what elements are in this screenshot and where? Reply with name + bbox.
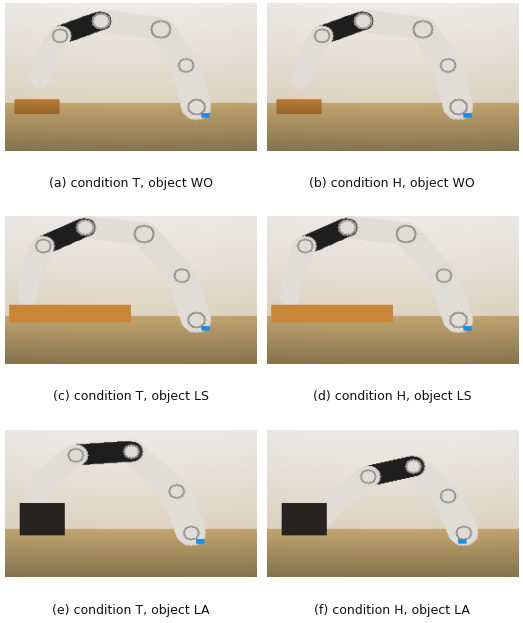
Text: (a) condition T, object WO: (a) condition T, object WO — [49, 177, 213, 190]
Text: (c) condition T, object LS: (c) condition T, object LS — [53, 391, 209, 404]
Text: (d) condition H, object LS: (d) condition H, object LS — [313, 391, 471, 404]
Text: (e) condition T, object LA: (e) condition T, object LA — [52, 604, 210, 617]
Text: (b) condition H, object WO: (b) condition H, object WO — [309, 177, 475, 190]
Text: (f) condition H, object LA: (f) condition H, object LA — [314, 604, 470, 617]
